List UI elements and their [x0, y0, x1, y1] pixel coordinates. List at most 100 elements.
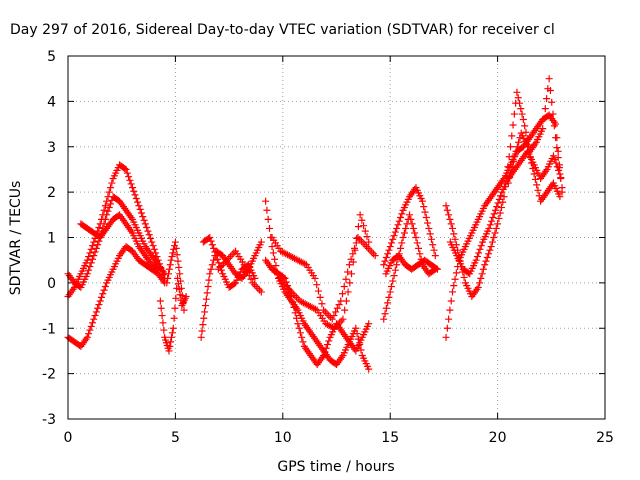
- data-point: [173, 251, 181, 259]
- data-point: [513, 143, 521, 151]
- data-point: [390, 272, 398, 280]
- data-point: [164, 274, 172, 282]
- data-point: [550, 122, 558, 130]
- data-point: [322, 344, 330, 352]
- data-point: [136, 205, 144, 213]
- data-point: [364, 244, 372, 252]
- data-point: [105, 188, 113, 196]
- data-point: [359, 239, 367, 247]
- data-point: [156, 297, 164, 305]
- data-point: [395, 217, 403, 225]
- data-point: [157, 304, 165, 312]
- y-tick-label: 5: [47, 49, 56, 65]
- data-point: [380, 261, 388, 269]
- data-point: [398, 239, 406, 247]
- data-point: [514, 94, 522, 102]
- data-point: [398, 210, 406, 218]
- data-point: [329, 323, 337, 331]
- data-point: [108, 179, 116, 187]
- data-point: [98, 293, 106, 301]
- data-point: [92, 308, 100, 316]
- data-point: [365, 320, 373, 328]
- data-point: [445, 315, 453, 323]
- axis-ticks: 0 5 10 15 20 25 -3 -2 -1 0 1 2 3 4 5: [42, 49, 614, 446]
- data-point: [386, 243, 394, 251]
- data-point: [366, 246, 374, 254]
- data-point: [534, 186, 542, 194]
- data-point: [412, 234, 420, 241]
- data-point: [474, 283, 482, 291]
- data-point: [394, 221, 402, 229]
- data-point: [172, 294, 180, 302]
- data-point: [482, 257, 490, 265]
- data-point: [180, 306, 188, 314]
- data-point: [433, 265, 441, 273]
- data-point: [515, 138, 523, 146]
- data-point: [352, 324, 360, 332]
- data-point: [197, 333, 205, 341]
- chart-title: Day 297 of 2016, Sidereal Day-to-day VTE…: [10, 22, 555, 38]
- data-point: [430, 246, 438, 254]
- data-point: [169, 324, 177, 332]
- data-point: [139, 213, 147, 221]
- data-point: [214, 255, 222, 263]
- data-point: [448, 224, 456, 232]
- data-point: [210, 256, 218, 264]
- data-point: [415, 244, 423, 252]
- data-point: [450, 282, 458, 290]
- data-point: [488, 238, 496, 246]
- data-point: [281, 274, 289, 282]
- data-point: [245, 272, 253, 280]
- data-point: [87, 245, 95, 253]
- data-point: [496, 209, 504, 217]
- data-point: [533, 181, 541, 189]
- data-point: [397, 244, 405, 252]
- data-point: [540, 115, 548, 123]
- data-point: [206, 270, 214, 278]
- data-point: [314, 287, 322, 295]
- data-point: [295, 324, 303, 332]
- data-point: [210, 244, 218, 252]
- data-point: [94, 304, 102, 312]
- data-point: [289, 298, 297, 306]
- data-point: [90, 238, 98, 246]
- data-point: [351, 246, 359, 254]
- data-point: [386, 288, 394, 296]
- data-point: [175, 263, 183, 271]
- data-point: [257, 238, 265, 246]
- data-point: [528, 159, 536, 167]
- data-point: [86, 263, 94, 271]
- data-point: [174, 257, 182, 265]
- data-point: [85, 330, 93, 338]
- data-point: [551, 155, 559, 163]
- data-point: [505, 153, 513, 161]
- data-point: [497, 192, 505, 200]
- data-point: [399, 234, 407, 241]
- data-point: [402, 224, 410, 232]
- data-point: [519, 116, 527, 124]
- data-point: [447, 220, 455, 228]
- plot-frame: [67, 55, 606, 420]
- data-point: [543, 95, 551, 103]
- data-point: [442, 202, 450, 210]
- data-point: [420, 203, 428, 211]
- data-point: [477, 242, 485, 250]
- data-point: [422, 214, 430, 222]
- data-point: [554, 147, 562, 155]
- data-point: [451, 235, 459, 243]
- data-point: [492, 224, 500, 232]
- data-point: [168, 253, 176, 261]
- data-point: [548, 98, 556, 106]
- data-point: [389, 235, 397, 243]
- data-point: [411, 229, 419, 237]
- data-point: [160, 326, 168, 334]
- data-point: [485, 224, 493, 232]
- data-point: [521, 122, 529, 130]
- data-point: [495, 214, 503, 222]
- data-point: [549, 152, 557, 160]
- data-point: [358, 216, 366, 224]
- data-point: [144, 227, 152, 235]
- x-tick-label: 25: [596, 430, 614, 446]
- data-point: [83, 256, 91, 264]
- data-point: [132, 194, 140, 202]
